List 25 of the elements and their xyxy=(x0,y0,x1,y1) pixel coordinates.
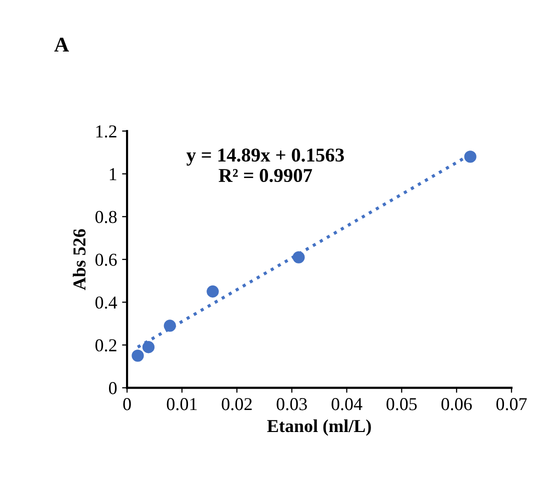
x-axis-title: Etanol (ml/L) xyxy=(267,419,371,436)
x-tick-label: 0.04 xyxy=(332,398,362,410)
point xyxy=(132,350,144,362)
y-tick-label: 0.8 xyxy=(95,210,117,224)
y-tick-label: 0.2 xyxy=(95,339,116,352)
point xyxy=(464,150,476,163)
point xyxy=(206,285,219,298)
x-tick-label: 0.01 xyxy=(166,398,197,410)
point xyxy=(292,251,305,264)
point xyxy=(164,320,176,332)
x-tick-label: 0.06 xyxy=(441,398,472,410)
y-tick-label: 0.4 xyxy=(95,296,118,309)
x-tick-label: 0.05 xyxy=(386,398,417,410)
point xyxy=(142,341,155,354)
chart-title: A xyxy=(54,38,69,52)
y-tick-label: 1.2 xyxy=(96,125,116,138)
x-tick-label: 0.07 xyxy=(496,398,527,410)
x-tick-label: 0.03 xyxy=(276,398,307,410)
x-tick-label: 0.02 xyxy=(222,398,252,410)
y-tick-label: 0.6 xyxy=(95,254,117,266)
annotation: y = 14.89x + 0.1563 R² = 0.9907 xyxy=(186,148,344,182)
y-tick-label: 1 xyxy=(110,168,116,180)
y-tick-label: 0 xyxy=(108,382,117,394)
x-tick-label: 0 xyxy=(123,398,131,410)
y-axis-title: Abs 526 xyxy=(72,229,86,290)
